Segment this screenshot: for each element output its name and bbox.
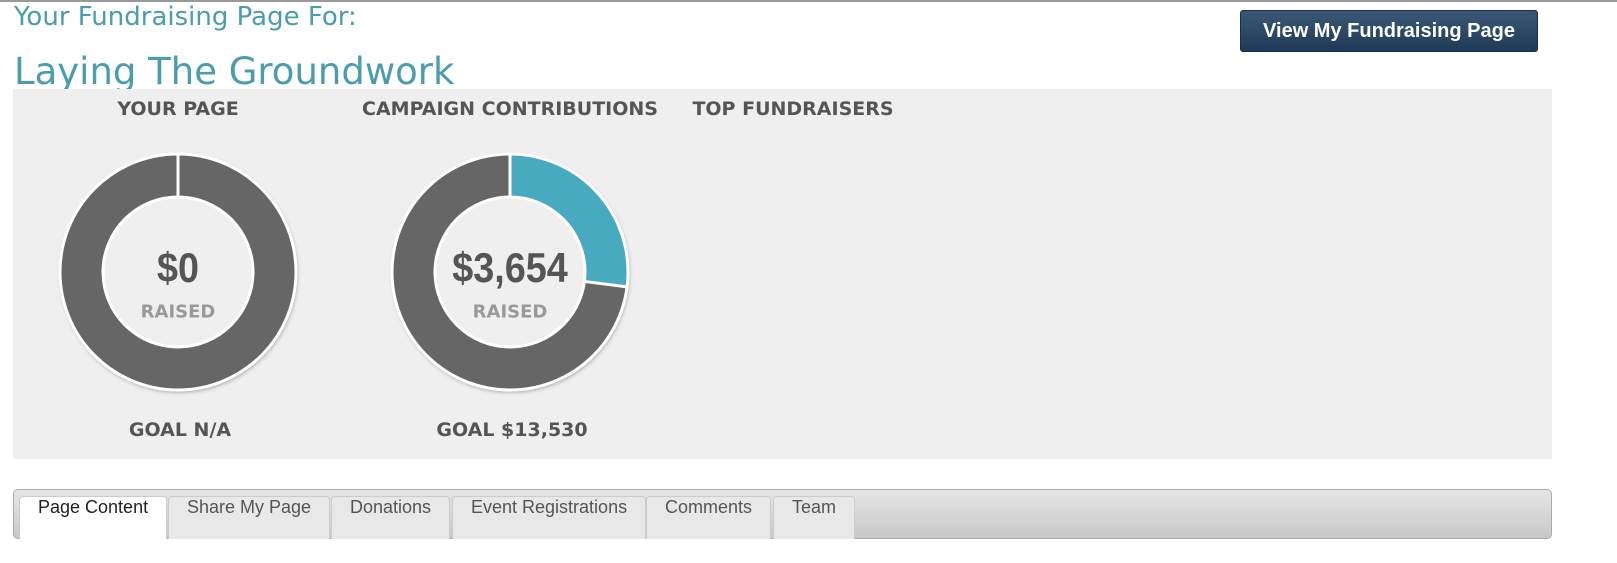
page-subtitle: Your Fundraising Page For:	[14, 2, 357, 32]
tab[interactable]: Share My Page	[168, 496, 331, 539]
donut-separator	[584, 279, 628, 289]
tab[interactable]: Page Content	[19, 496, 168, 539]
panel-heading: TOP FUNDRAISERS	[692, 98, 894, 120]
raised-caption: RAISED	[140, 301, 216, 323]
raised-amount: $3,654	[452, 244, 568, 291]
donut-outline	[58, 152, 298, 392]
tab[interactable]: Comments	[646, 496, 772, 539]
donut-raised	[510, 154, 628, 287]
panel-heading: CAMPAIGN CONTRIBUTIONS	[362, 98, 658, 120]
donut-center	[433, 195, 587, 349]
goal-label: GOAL $13,530	[436, 419, 588, 441]
tab[interactable]: Donations	[331, 496, 451, 539]
panel-heading: YOUR PAGE	[117, 98, 239, 120]
view-page-button[interactable]: View My Fundraising Page	[1240, 10, 1538, 52]
donut-outline	[390, 152, 630, 392]
donut-center	[101, 195, 255, 349]
goal-label: GOAL N/A	[128, 419, 232, 441]
tab[interactable]: Event Registrations	[452, 496, 647, 539]
tab[interactable]: Team	[773, 496, 856, 539]
raised-amount: $0	[156, 244, 200, 291]
raised-caption: RAISED	[472, 301, 548, 323]
page-title: Laying The Groundwork	[14, 50, 455, 93]
